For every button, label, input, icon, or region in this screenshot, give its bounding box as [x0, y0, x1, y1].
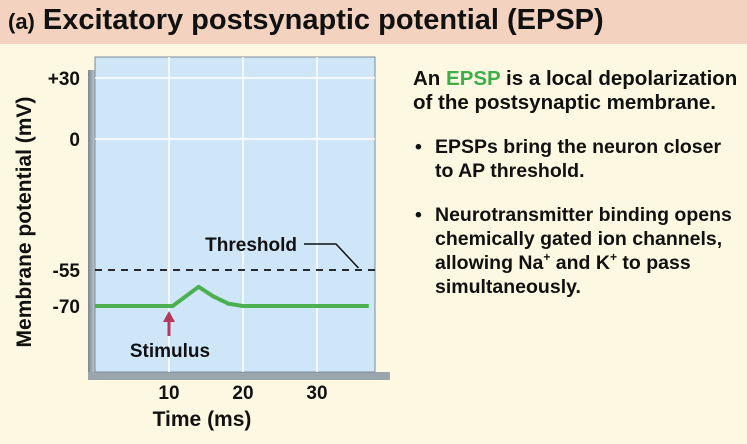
lead-text: An EPSP is a local depolarization of the… — [413, 67, 743, 115]
x-tick-label: 30 — [306, 383, 327, 404]
bullet-item: • EPSPs bring the neuron closer to AP thr… — [413, 135, 743, 183]
lead-pre: An — [413, 67, 447, 90]
epsp-trace — [95, 284, 369, 308]
y-axis-shading — [88, 70, 96, 380]
bullet-text-c: to pass simultaneously. — [435, 252, 691, 298]
lead-post: is a local depolarization of the postsyn… — [413, 67, 738, 114]
x-axis-label: Time (ms) — [153, 408, 252, 431]
figure-title: Excitatory postsynaptic potential (EPSP) — [42, 4, 604, 36]
header-text: (a) Excitatory postsynaptic potential (EP… — [8, 4, 604, 37]
stimulus-arrow — [163, 311, 175, 336]
na-charge: + — [543, 250, 551, 264]
lead-highlight: EPSP — [446, 67, 501, 90]
x-tick-label: 10 — [158, 383, 179, 404]
bullet-text-a: Neurotransmitter binding opens chemicall… — [435, 204, 732, 274]
y-axis-label: Membrane potential (mV) — [13, 97, 36, 348]
y-tick-label: -55 — [53, 261, 81, 282]
bullet-item: • Neurotransmitter binding opens chemical… — [413, 203, 743, 299]
stimulus-label: Stimulus — [130, 341, 210, 362]
plot-background — [94, 56, 376, 373]
y-tick-label: -70 — [53, 297, 80, 318]
x-tick-label: 20 — [232, 383, 253, 404]
bullet-dot: • — [415, 136, 422, 158]
explanation-panel: An EPSP is a local depolarization of the… — [413, 67, 743, 299]
panel-label: (a) — [8, 9, 35, 34]
x-axis-shading — [88, 372, 390, 380]
k-charge: + — [609, 250, 617, 264]
y-tick-label: +30 — [48, 69, 80, 90]
threshold-label: Threshold — [205, 235, 297, 256]
figure-header: (a) Excitatory postsynaptic potential (EP… — [0, 0, 747, 44]
bullet-dot: • — [415, 204, 422, 226]
epsp-chart: Threshold Stimulus +30 0 -55 -70 10 20 30 Tim… — [13, 56, 390, 431]
bullet-text: EPSPs bring the neuron closer to AP thre… — [435, 136, 722, 182]
x-tick-labels: 10 20 30 — [158, 383, 327, 404]
y-tick-label: 0 — [69, 130, 80, 151]
y-tick-labels: +30 0 -55 -70 — [48, 69, 81, 318]
bullet-list: • EPSPs bring the neuron closer to AP thr… — [413, 135, 743, 299]
stimulus-arrow-head — [163, 311, 175, 322]
bullet-text-b: and K — [550, 252, 610, 274]
threshold-leader-line — [304, 243, 359, 269]
